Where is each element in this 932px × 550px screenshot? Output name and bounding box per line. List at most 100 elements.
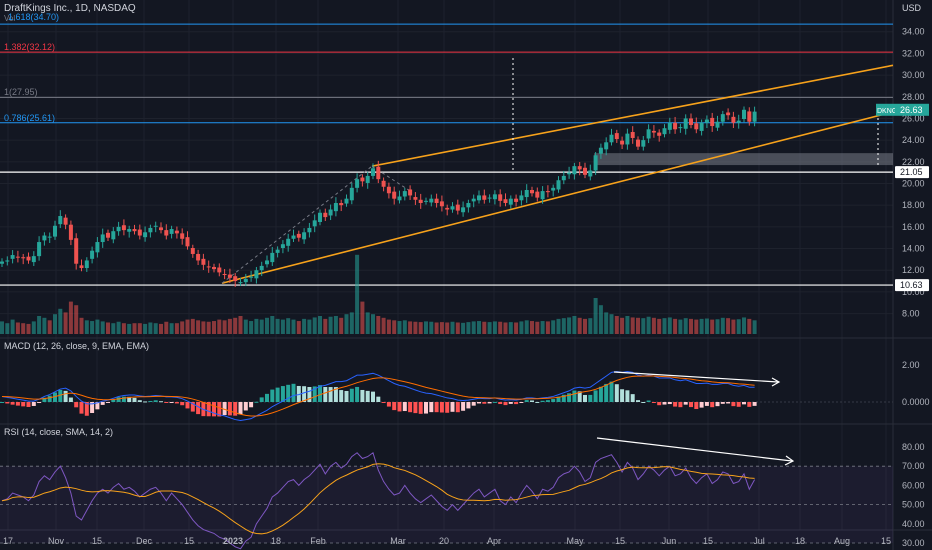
macd-histogram-bar (328, 387, 333, 402)
volume-bar (402, 320, 407, 334)
macd-histogram-bar (185, 402, 190, 409)
volume-bar (583, 318, 587, 334)
macd-histogram-bar (577, 391, 582, 402)
macd-histogram-bar (26, 402, 31, 407)
macd-histogram-bar (482, 402, 487, 404)
volume-bar (381, 317, 386, 334)
volume-bar (5, 323, 10, 334)
macd-histogram-bar (477, 402, 481, 404)
candle-body (365, 175, 370, 183)
candle-body (747, 111, 752, 122)
macd-histogram-bar (47, 395, 52, 402)
macd-histogram-bar (296, 385, 301, 402)
time-tick: Jun (662, 536, 677, 546)
volume-bar (333, 316, 338, 334)
volume-bar (471, 321, 476, 334)
volume-bar (492, 321, 497, 334)
level-badge-lower: 10.63 (900, 280, 923, 290)
macd-histogram-bar (169, 402, 174, 403)
macd-histogram-bar (106, 402, 110, 403)
rsi-title[interactable]: RSI (14, close, SMA, 14, 2) (4, 427, 114, 437)
macd-histogram-bar (270, 389, 275, 402)
candle-body (174, 230, 179, 234)
macd-histogram-bar (434, 402, 439, 413)
candle-body (535, 191, 540, 198)
volume-bar (715, 319, 720, 334)
price-tick: 8.00 (902, 309, 920, 319)
volume-bar (678, 319, 683, 334)
candle-body (630, 132, 635, 138)
macd-histogram-bar (429, 402, 434, 413)
candle-body (148, 227, 153, 233)
price-tick: 14.00 (902, 244, 925, 254)
candle-body (567, 172, 572, 175)
volume-bar (302, 318, 307, 334)
macd-title[interactable]: MACD (12, 26, close, 9, EMA, EMA) (4, 341, 150, 351)
volume-bar (376, 316, 381, 334)
candle-body (153, 225, 158, 227)
time-tick: Dec (136, 536, 153, 546)
candle-body (646, 129, 651, 139)
macd-histogram-bar (530, 400, 534, 402)
macd-histogram-bar (376, 396, 381, 402)
time-tick: Feb (310, 536, 326, 546)
macd-histogram-bar (609, 381, 614, 402)
volume-bar (68, 301, 73, 334)
candle-body (371, 168, 375, 176)
candle-body (291, 235, 296, 239)
symbol-title[interactable]: DraftKings Inc., 1D, NASDAQ (4, 3, 136, 14)
volume-bar (641, 318, 646, 334)
macd-histogram-bar (42, 397, 47, 402)
macd-histogram-bar (508, 402, 513, 404)
volume-bar (132, 323, 137, 334)
volume-bar (477, 321, 481, 334)
volume-bar (217, 319, 222, 334)
macd-histogram-bar (710, 402, 715, 408)
candle-body (275, 249, 280, 253)
candle-body (641, 140, 646, 147)
candle-body (402, 191, 407, 197)
volume-bar (259, 319, 264, 334)
macd-histogram-bar (344, 390, 349, 402)
time-tick: 15 (615, 536, 625, 546)
time-tick: May (566, 536, 584, 546)
volume-bar (148, 322, 153, 334)
price-tick: 12.00 (902, 265, 925, 275)
candle-body (408, 189, 413, 196)
currency-label[interactable]: USD (902, 3, 922, 13)
candle-body (455, 204, 460, 211)
candle-body (180, 233, 185, 239)
macd-histogram-bar (667, 402, 672, 405)
macd-histogram-bar (747, 402, 752, 407)
volume-bar (365, 312, 370, 334)
macd-histogram-bar (365, 390, 370, 402)
volume-bar (270, 316, 275, 334)
macd-histogram-bar (137, 400, 142, 402)
volume-bar (344, 314, 349, 334)
candle-body (731, 116, 736, 123)
volume-bar (545, 321, 550, 334)
candle-body (296, 233, 301, 238)
price-tick: 10.00 (902, 287, 925, 297)
macd-histogram-bar (561, 394, 566, 402)
price-tick: 16.00 (902, 222, 925, 232)
macd-histogram-bar (503, 402, 508, 406)
macd-histogram-bar (657, 402, 662, 406)
rsi-tick: 40.00 (902, 519, 925, 529)
volume-bar (720, 317, 725, 334)
time-tick: 15 (92, 536, 102, 546)
volume-bar (84, 320, 89, 334)
macd-histogram-bar (466, 402, 471, 409)
time-tick: Jul (753, 536, 765, 546)
macd-histogram-bar (392, 402, 397, 411)
volume-bar (439, 322, 444, 334)
volume-bar (143, 323, 148, 334)
candle-body (190, 247, 195, 254)
macd-histogram-bar (5, 402, 10, 404)
macd-histogram-bar (636, 400, 640, 402)
volume-bar (556, 318, 561, 334)
candle-body (418, 199, 423, 204)
candle-body (206, 266, 211, 268)
